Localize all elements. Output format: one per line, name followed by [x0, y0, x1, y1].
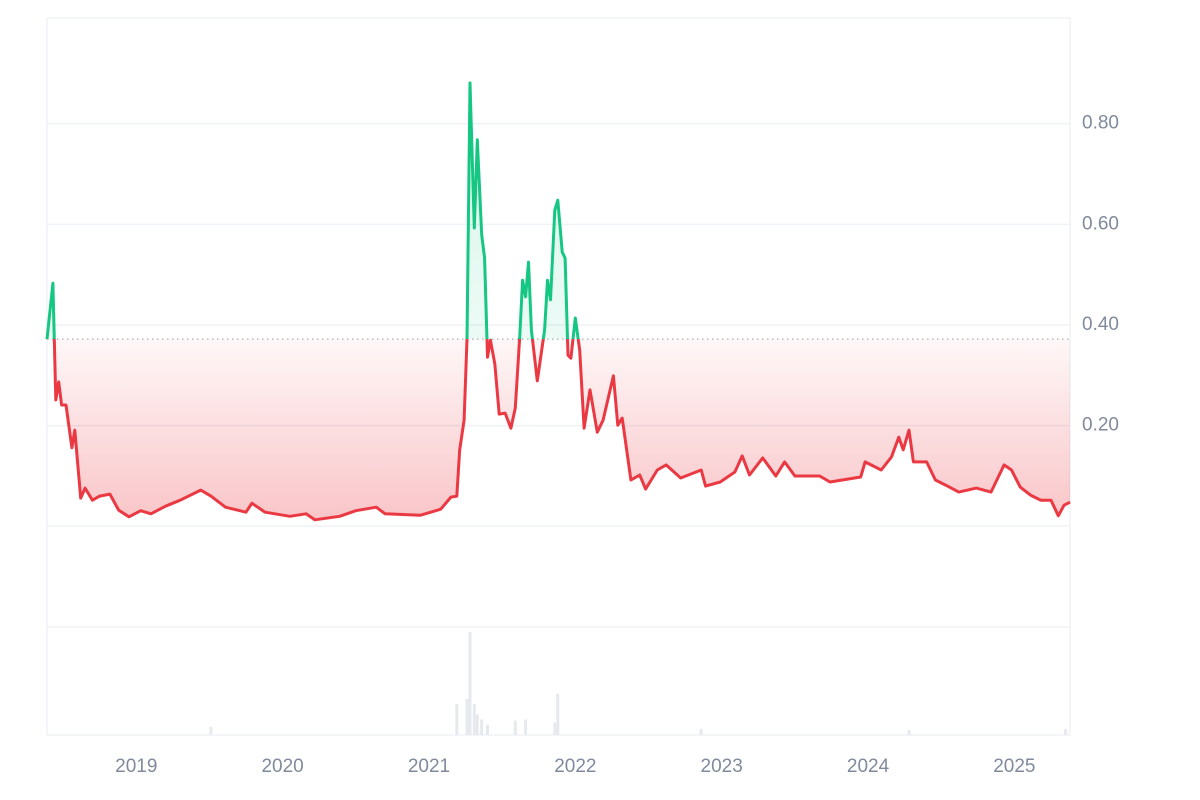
volume-bar [209, 726, 213, 735]
volume-bar [472, 704, 476, 735]
x-tick-label: 2019 [115, 756, 157, 777]
volume-bar [465, 698, 469, 735]
y-tick-label: 0.20 [1082, 415, 1119, 436]
volume-bar [524, 719, 528, 735]
volume-bar [699, 728, 703, 735]
volume-bar [556, 693, 560, 735]
y-tick-label: 0.80 [1082, 113, 1119, 134]
x-tick-label: 2020 [261, 756, 303, 777]
volume-bar [513, 720, 517, 735]
x-tick-label: 2022 [554, 756, 596, 777]
volume-bar [475, 714, 479, 735]
x-tick-label: 2024 [847, 756, 890, 777]
x-tick-label: 2023 [701, 756, 743, 777]
volume-bar [455, 704, 459, 735]
y-tick-label: 0.40 [1082, 314, 1119, 335]
price-line [45, 81, 1071, 522]
y-tick-label: 0.60 [1082, 213, 1119, 234]
volume-bar [486, 724, 490, 735]
x-tick-label: 2021 [408, 756, 450, 777]
x-tick-label: 2025 [993, 756, 1035, 777]
volume-bar [907, 729, 911, 735]
volume-bar [480, 719, 484, 735]
volume-bar [1064, 728, 1068, 735]
area-fill [47, 82, 1070, 520]
volume-bar [553, 722, 557, 735]
volume-bar [468, 632, 472, 735]
